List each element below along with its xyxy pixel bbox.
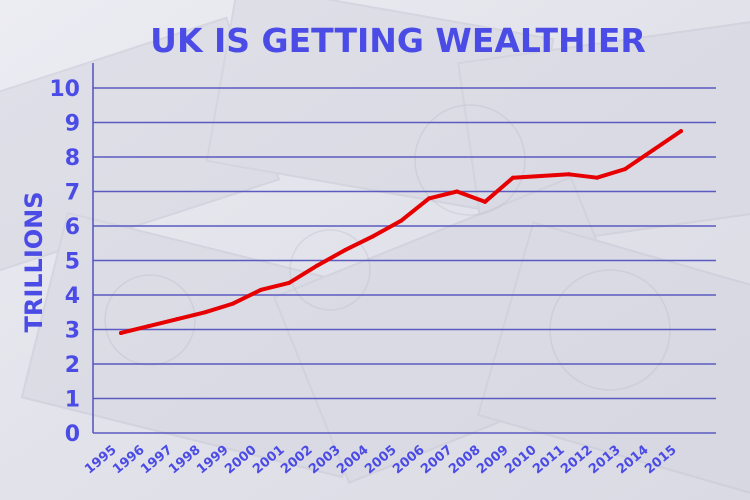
data-point [343,248,347,253]
gridlines [93,87,716,400]
data-point [399,218,403,223]
x-tick-label: 2008 [446,443,483,478]
data-point [567,172,571,177]
y-tick-label: 4 [65,284,80,309]
data-point [651,148,655,153]
data-point [287,280,291,285]
x-tick-label: 2007 [418,443,455,478]
axes [92,63,716,434]
x-tick-label: 2004 [334,443,371,478]
y-tick-label: 3 [65,319,80,344]
x-tick-label: 1999 [194,443,231,478]
data-point [483,199,487,204]
data-point [539,173,543,178]
x-tick-label: 1998 [166,443,203,478]
chart-title: UK IS GETTING WEALTHIER [150,21,646,60]
y-axis-label: TRILLIONS [20,191,48,332]
x-tick-label: 1995 [82,443,119,478]
data-point [119,330,123,335]
x-tick-label: 2001 [250,443,287,478]
x-tick-label: 1996 [110,443,147,478]
data-point [595,175,599,180]
y-tick-label: 2 [65,353,80,378]
y-tick-label: 1 [65,388,80,413]
data-point [679,129,683,134]
y-tick-label: 10 [49,77,80,102]
x-tick-label: 2009 [474,443,511,478]
y-tick-label: 8 [65,146,80,171]
series-layer [119,129,683,335]
x-tick-labels: 1995199619971998199920002001200220032004… [82,443,679,478]
data-point [455,189,459,194]
y-tick-label: 7 [65,181,80,206]
x-tick-label: 1997 [138,443,175,478]
x-tick-label: 2015 [642,443,679,478]
data-point [231,301,235,306]
y-tick-label: 5 [65,250,80,275]
x-tick-label: 2012 [558,443,595,478]
x-tick-label: 2005 [362,443,399,478]
x-tick-label: 2000 [222,443,259,478]
data-point [259,287,263,292]
series-line [119,129,683,335]
y-tick-label: 9 [65,112,80,137]
data-point [147,324,151,329]
y-tick-label: 6 [65,215,80,240]
y-tick-labels: 0 1 2 3 4 5 6 7 8 9 10 [49,77,80,447]
data-point [511,175,515,180]
x-tick-label: 2003 [306,443,343,478]
x-tick-label: 2011 [530,443,567,478]
x-tick-label: 2006 [390,443,427,478]
y-tick-label: 0 [65,422,80,447]
data-point [427,196,431,201]
x-tick-label: 2014 [614,443,651,478]
data-point [203,310,207,315]
data-point [315,263,319,268]
data-point [175,317,179,322]
x-tick-label: 2010 [502,443,539,478]
data-point [623,167,627,172]
x-tick-label: 2002 [278,443,315,478]
x-tick-label: 2013 [586,443,623,478]
data-point [371,234,375,239]
